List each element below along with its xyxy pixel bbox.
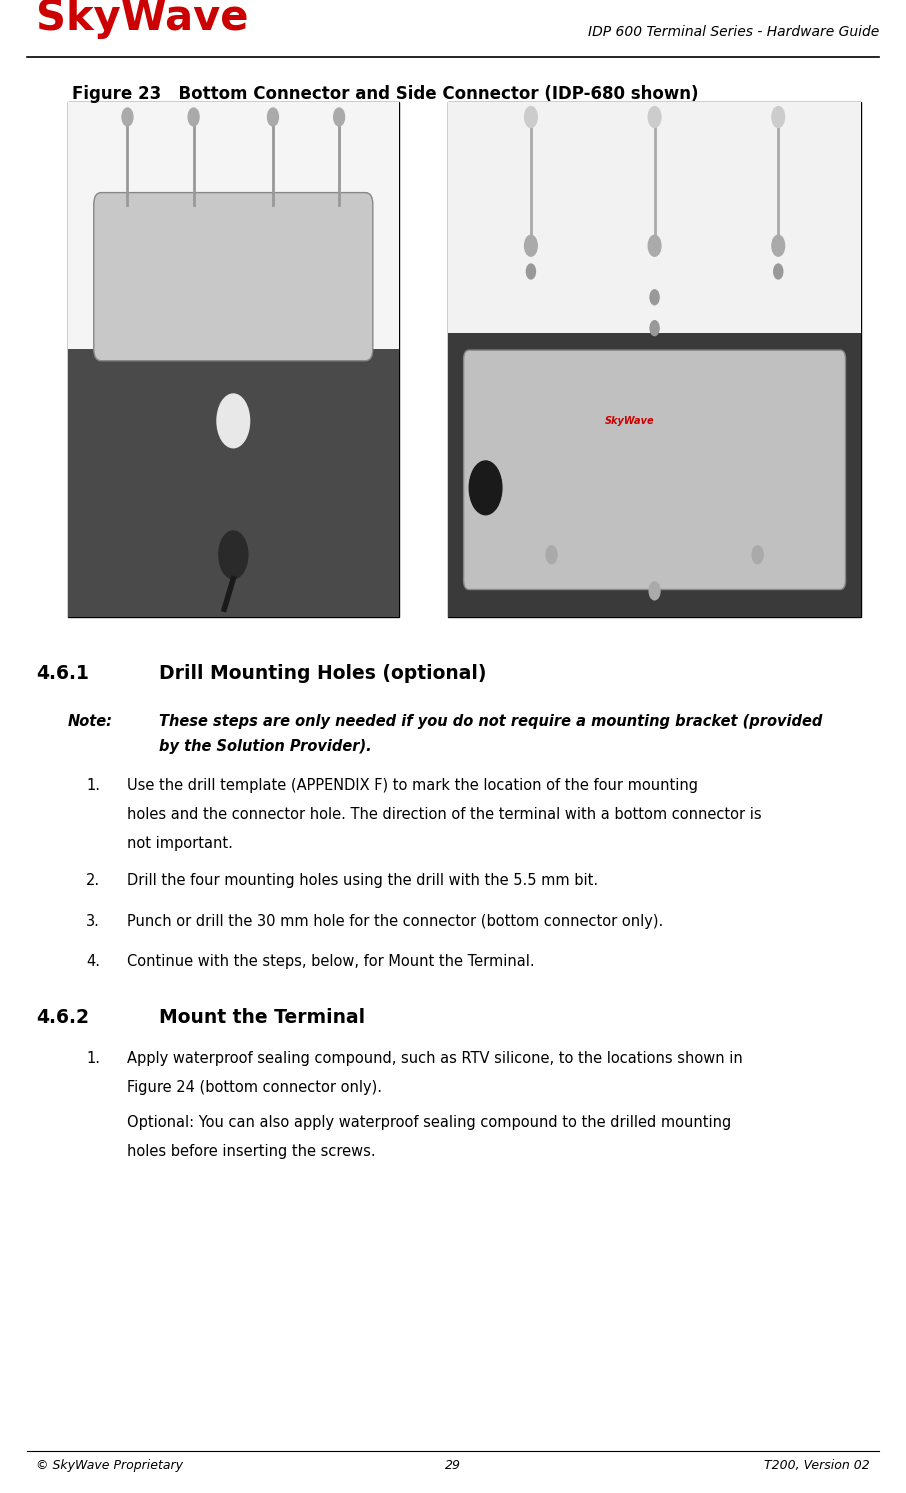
Text: 2.: 2.: [86, 873, 101, 888]
Text: Apply waterproof sealing compound, such as RTV silicone, to the locations shown : Apply waterproof sealing compound, such …: [127, 1051, 743, 1066]
Text: 4.: 4.: [86, 954, 100, 969]
Text: holes before inserting the screws.: holes before inserting the screws.: [127, 1144, 375, 1160]
Bar: [68, 349, 399, 617]
Text: Figure 23   Bottom Connector and Side Connector (IDP-680 shown): Figure 23 Bottom Connector and Side Conn…: [72, 85, 699, 103]
Circle shape: [525, 106, 537, 127]
Text: by the Solution Provider).: by the Solution Provider).: [159, 739, 371, 754]
Circle shape: [217, 394, 250, 448]
Text: 1.: 1.: [86, 778, 100, 793]
Circle shape: [219, 532, 248, 579]
Circle shape: [651, 321, 660, 336]
Circle shape: [333, 107, 344, 125]
Text: 3.: 3.: [86, 914, 100, 929]
FancyBboxPatch shape: [464, 351, 845, 590]
Circle shape: [772, 106, 785, 127]
Circle shape: [772, 236, 785, 257]
Text: SkyWave: SkyWave: [36, 0, 249, 39]
Circle shape: [546, 546, 557, 564]
Circle shape: [525, 236, 537, 257]
Bar: [68, 102, 399, 349]
Bar: [448, 102, 861, 617]
Text: Figure 24 (bottom connector only).: Figure 24 (bottom connector only).: [127, 1081, 381, 1096]
Text: These steps are only needed if you do not require a mounting bracket (provided: These steps are only needed if you do no…: [159, 714, 822, 729]
Text: Note:: Note:: [68, 714, 113, 729]
Text: Drill the four mounting holes using the drill with the 5.5 mm bit.: Drill the four mounting holes using the …: [127, 873, 598, 888]
Circle shape: [649, 106, 661, 127]
Circle shape: [526, 264, 535, 279]
Text: Optional: You can also apply waterproof sealing compound to the drilled mounting: Optional: You can also apply waterproof …: [127, 1115, 731, 1130]
Text: 4.6.1: 4.6.1: [36, 664, 89, 684]
Circle shape: [649, 236, 661, 257]
Text: 29: 29: [445, 1459, 461, 1472]
Circle shape: [774, 264, 783, 279]
Text: IDP 600 Terminal Series - Hardware Guide: IDP 600 Terminal Series - Hardware Guide: [588, 25, 879, 39]
Text: Use the drill template (APPENDIX F) to mark the location of the four mounting: Use the drill template (APPENDIX F) to m…: [127, 778, 698, 793]
Bar: [448, 333, 861, 617]
Circle shape: [188, 107, 199, 125]
Bar: [448, 102, 861, 333]
Circle shape: [122, 107, 133, 125]
Text: holes and the connector hole. The direction of the terminal with a bottom connec: holes and the connector hole. The direct…: [127, 808, 761, 823]
Text: 1.: 1.: [86, 1051, 100, 1066]
Text: © SkyWave Proprietary: © SkyWave Proprietary: [36, 1459, 183, 1472]
Text: not important.: not important.: [127, 836, 233, 851]
Text: Mount the Terminal: Mount the Terminal: [159, 1008, 365, 1027]
Text: 4.6.2: 4.6.2: [36, 1008, 89, 1027]
Circle shape: [267, 107, 278, 125]
Text: Punch or drill the 30 mm hole for the connector (bottom connector only).: Punch or drill the 30 mm hole for the co…: [127, 914, 663, 929]
Text: T200, Version 02: T200, Version 02: [764, 1459, 870, 1472]
Text: Drill Mounting Holes (optional): Drill Mounting Holes (optional): [159, 664, 486, 684]
Circle shape: [752, 546, 763, 564]
Bar: [68, 102, 399, 617]
FancyBboxPatch shape: [93, 193, 373, 361]
Text: SkyWave: SkyWave: [605, 417, 655, 426]
Circle shape: [469, 461, 502, 515]
Circle shape: [649, 582, 660, 600]
Text: Continue with the steps, below, for Mount the Terminal.: Continue with the steps, below, for Moun…: [127, 954, 535, 969]
Circle shape: [651, 290, 660, 305]
